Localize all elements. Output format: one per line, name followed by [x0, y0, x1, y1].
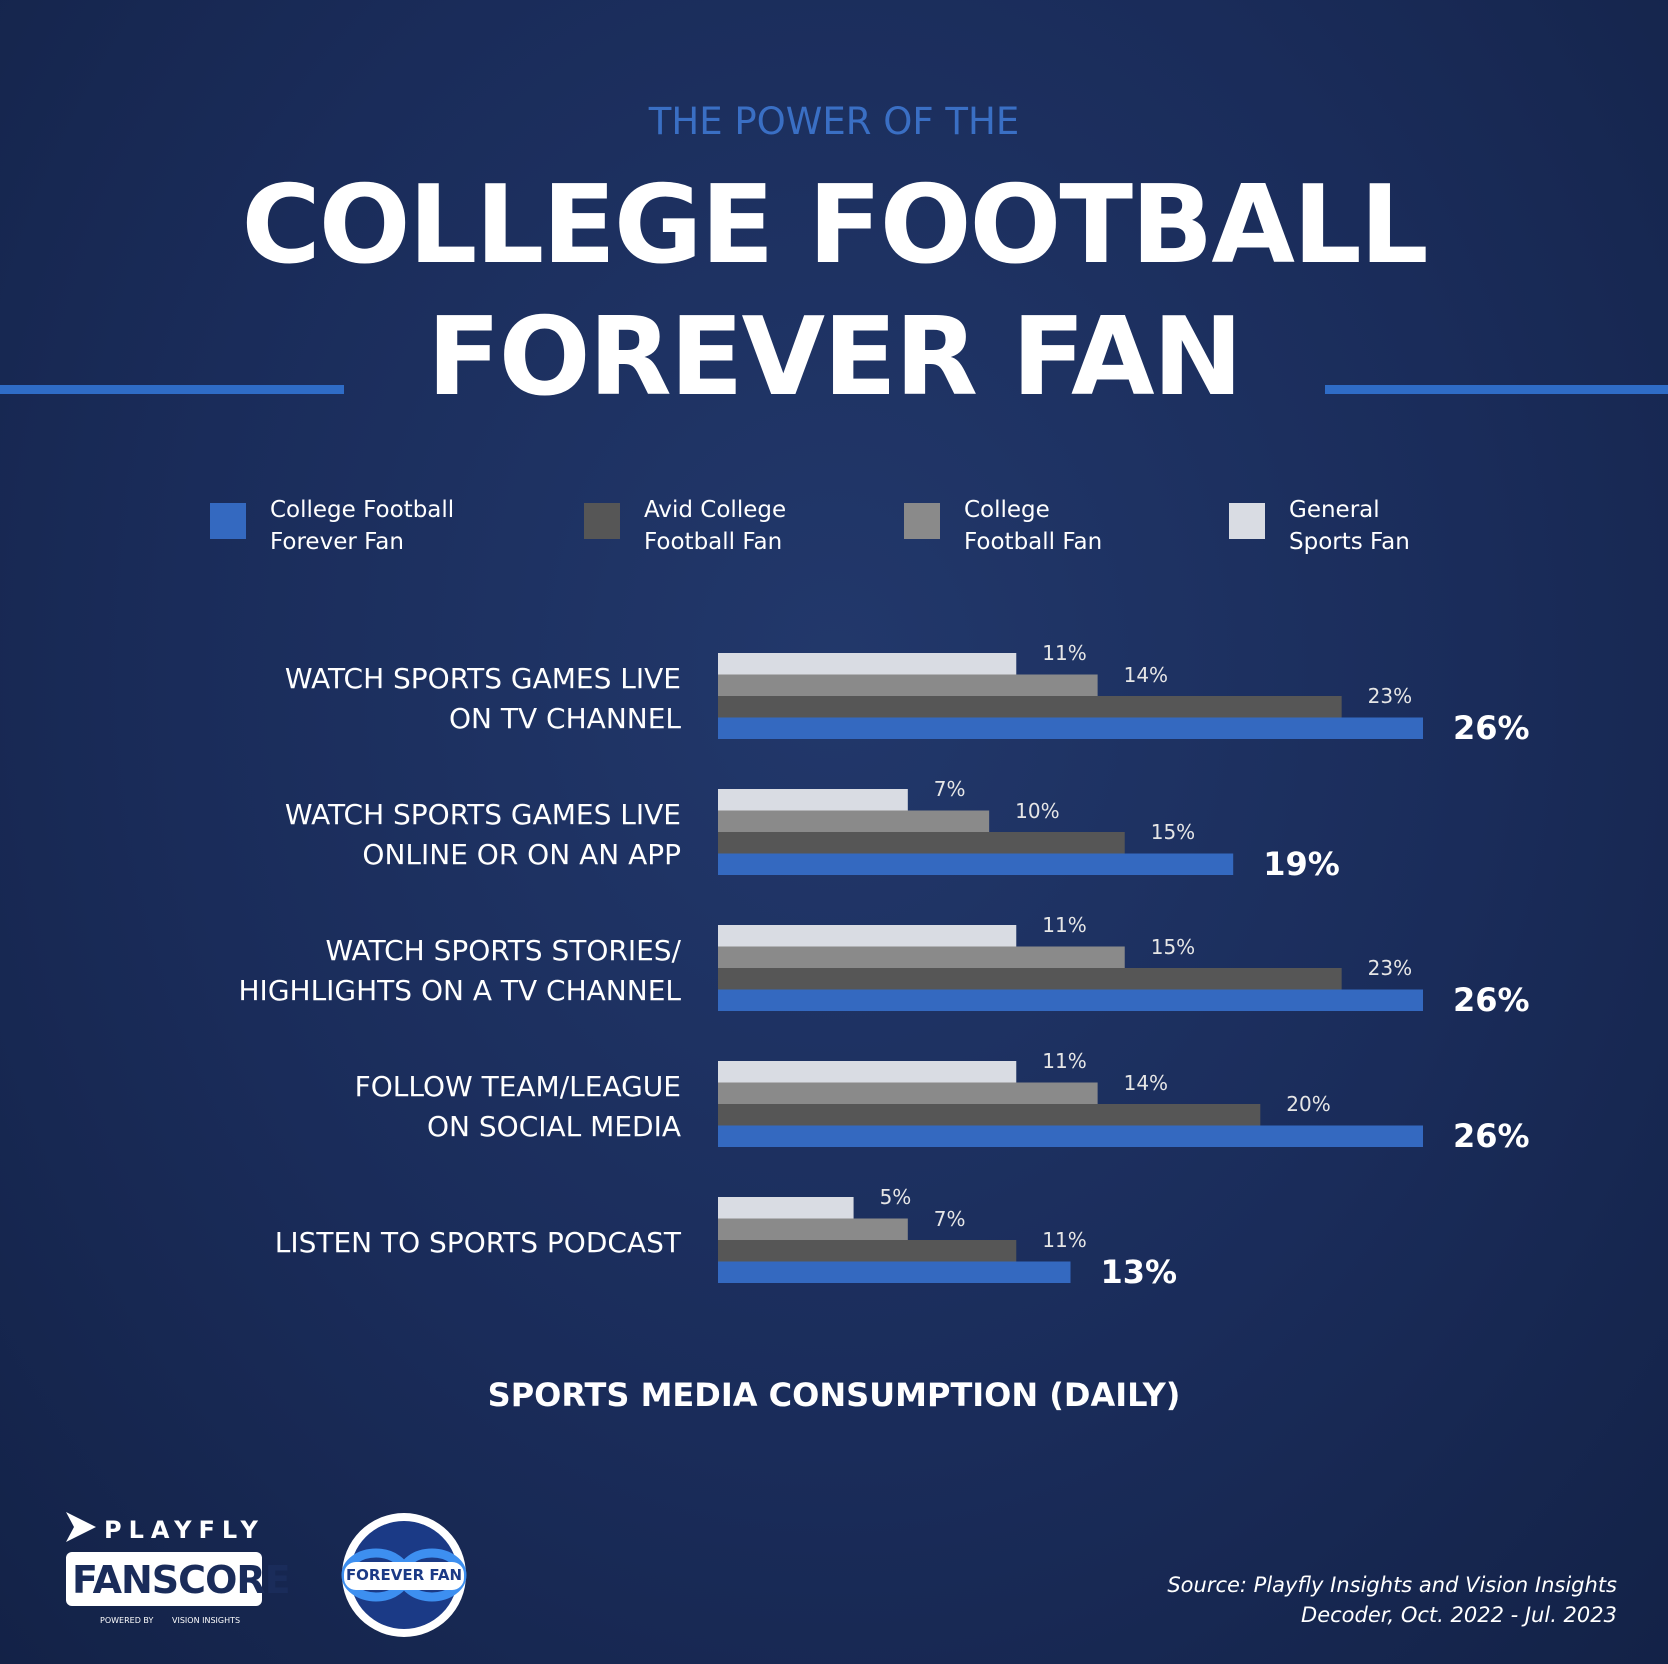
value-label: 19%: [1263, 845, 1340, 884]
bar: [718, 925, 1017, 947]
fanscore-box: [66, 1552, 262, 1606]
legend-label: General Sports Fan: [1289, 497, 1410, 555]
legend-swatch: [210, 503, 246, 539]
bar: [718, 653, 1017, 675]
value-label: 20%: [1286, 1092, 1331, 1116]
value-label: 26%: [1453, 981, 1530, 1020]
x-axis-label: SPORTS MEDIA CONSUMPTION (DAILY): [487, 1376, 1181, 1414]
vision-logo: VISION INSIGHTS: [172, 1616, 241, 1625]
legend-label: College Football Fan: [964, 497, 1103, 555]
value-label: 14%: [1123, 662, 1169, 687]
bar: [718, 989, 1423, 1011]
bar: [718, 696, 1342, 718]
powered-by: POWERED BY: [100, 1616, 154, 1625]
value-label: 23%: [1367, 956, 1413, 980]
value-label: 26%: [1453, 709, 1530, 748]
bar: [718, 946, 1125, 968]
forever-fan-logo: FOREVER FAN: [345, 1566, 463, 1584]
value-label: 10%: [1015, 798, 1060, 823]
bar: [718, 1197, 854, 1219]
legend-label: College Football Forever Fan: [270, 497, 455, 555]
legend-swatch: [904, 503, 940, 539]
bar: [718, 1125, 1423, 1147]
bar: [718, 1104, 1261, 1126]
value-label: 15%: [1150, 934, 1196, 959]
playfly-mark: [66, 1512, 96, 1542]
value-label: 11%: [1042, 913, 1087, 937]
legend-swatch: [584, 503, 620, 539]
value-label: 7%: [933, 1206, 966, 1231]
value-label: 7%: [933, 777, 966, 801]
value-label: 11%: [1042, 641, 1087, 665]
category-label: WATCH SPORTS GAMES LIVE ONLINE OR ON AN …: [284, 798, 681, 871]
value-label: 23%: [1367, 684, 1413, 708]
legend-swatch: [1229, 503, 1265, 539]
category-label: FOLLOW TEAM/LEAGUE ON SOCIAL MEDIA: [354, 1070, 681, 1143]
bar: [718, 1082, 1098, 1104]
value-label: 11%: [1042, 1049, 1087, 1073]
chart-title: COLLEGE FOOTBALL FOREVER FAN: [241, 163, 1428, 420]
bar: [718, 832, 1125, 854]
value-label: 15%: [1150, 820, 1196, 844]
rule-right: [1325, 385, 1668, 394]
bar: [718, 789, 908, 811]
bar: [718, 968, 1342, 990]
bar: [718, 1061, 1017, 1083]
source: Source: Playfly Insights and Vision Insi…: [1167, 1573, 1617, 1627]
playfly-logo: PLAYFLY: [104, 1516, 265, 1544]
bar: [718, 1261, 1071, 1283]
bar: [718, 810, 990, 832]
category-label: WATCH SPORTS STORIES/ HIGHLIGHTS ON A TV…: [238, 934, 682, 1007]
category-label: WATCH SPORTS GAMES LIVE ON TV CHANNEL: [284, 662, 681, 735]
bar: [718, 717, 1423, 739]
bar: [718, 1240, 1017, 1262]
rule-left: [0, 385, 344, 394]
value-label: 14%: [1123, 1070, 1169, 1095]
supertitle: THE POWER OF THE: [648, 100, 1020, 143]
bar: [718, 853, 1234, 875]
bar: [718, 674, 1098, 696]
value-label: 11%: [1042, 1228, 1087, 1252]
bar: [718, 1218, 908, 1240]
forever-label-box: [344, 1562, 464, 1590]
fanscore-logo: FANSCORE: [72, 1558, 291, 1602]
value-label: 26%: [1453, 1117, 1530, 1156]
value-label: 13%: [1100, 1253, 1178, 1292]
legend-label: Avid College Football Fan: [644, 497, 787, 555]
category-label: LISTEN TO SPORTS PODCAST: [274, 1226, 681, 1259]
value-label: 5%: [879, 1185, 912, 1209]
